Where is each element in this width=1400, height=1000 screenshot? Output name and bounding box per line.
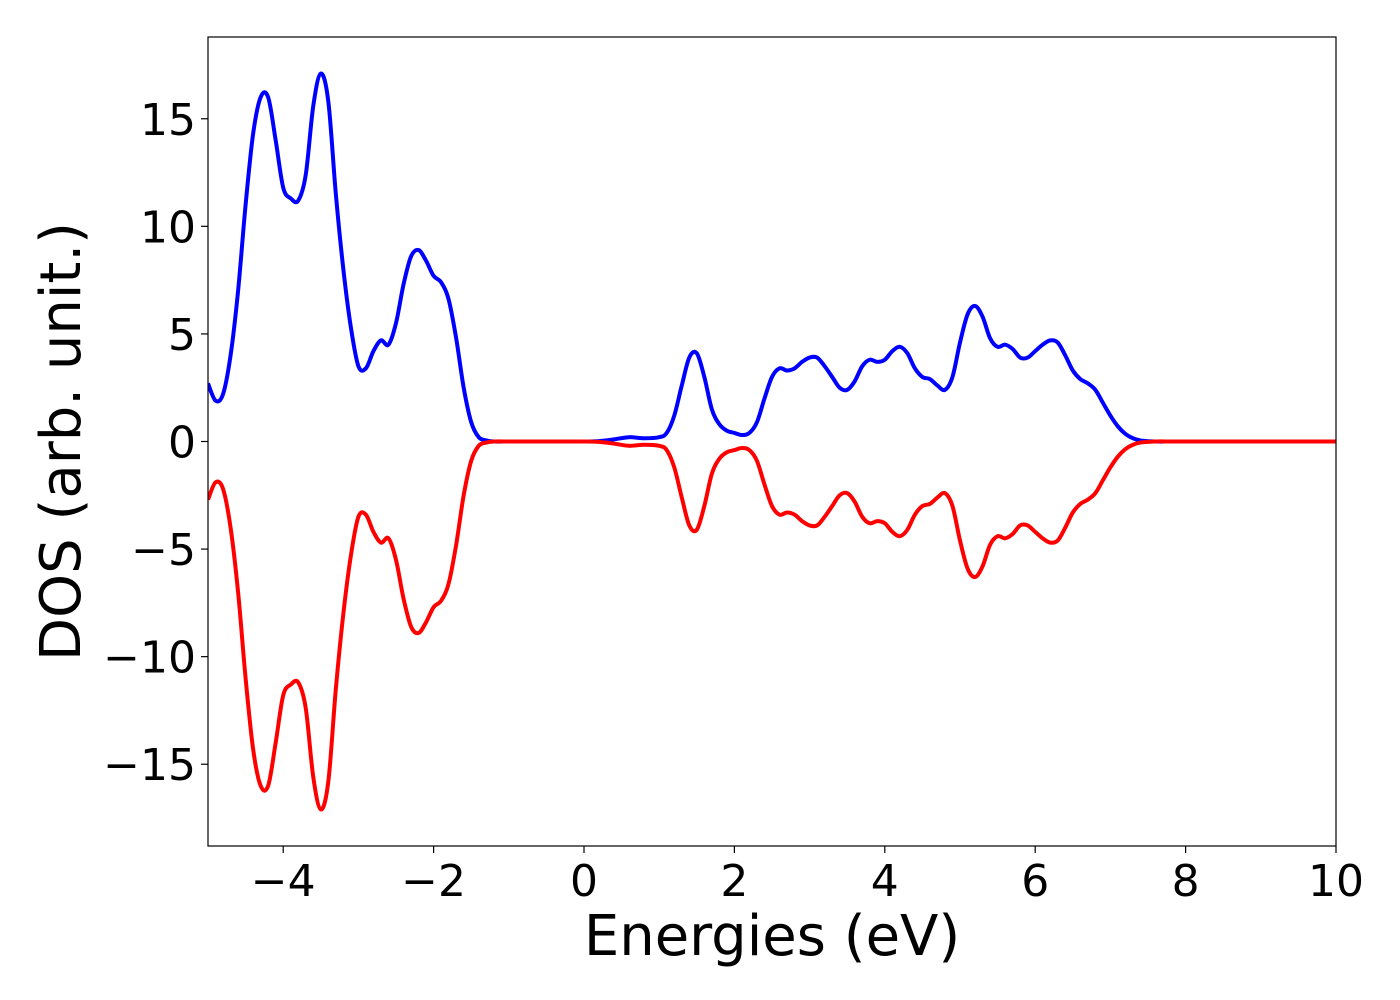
x-tick-label: 10 bbox=[1308, 856, 1364, 907]
x-tick-label: −4 bbox=[251, 856, 316, 907]
y-tick-label: −5 bbox=[131, 525, 196, 576]
x-tick-label: 4 bbox=[871, 856, 899, 907]
x-tick-label: 6 bbox=[1021, 856, 1049, 907]
x-tick-label: 2 bbox=[720, 856, 748, 907]
x-axis: −4 −2 0 2 4 6 8 10 bbox=[251, 846, 1364, 907]
y-tick-label: −10 bbox=[103, 633, 196, 684]
y-tick-label: 15 bbox=[140, 95, 196, 146]
x-tick-label: −2 bbox=[401, 856, 466, 907]
y-axis-label: DOS (arb. unit.) bbox=[29, 222, 94, 661]
y-tick-label: 0 bbox=[168, 418, 196, 469]
x-tick-label: 0 bbox=[570, 856, 598, 907]
x-tick-label: 8 bbox=[1172, 856, 1200, 907]
y-tick-label: −15 bbox=[103, 740, 196, 791]
x-axis-label: Energies (eV) bbox=[584, 904, 960, 969]
y-tick-label: 5 bbox=[168, 310, 196, 361]
y-axis: 15 10 5 0 −5 −10 −15 bbox=[103, 95, 208, 791]
y-tick-label: 10 bbox=[140, 202, 196, 253]
series-line-blue bbox=[208, 71, 1336, 444]
series-line-red bbox=[208, 439, 1336, 812]
series-layer bbox=[208, 71, 1336, 812]
